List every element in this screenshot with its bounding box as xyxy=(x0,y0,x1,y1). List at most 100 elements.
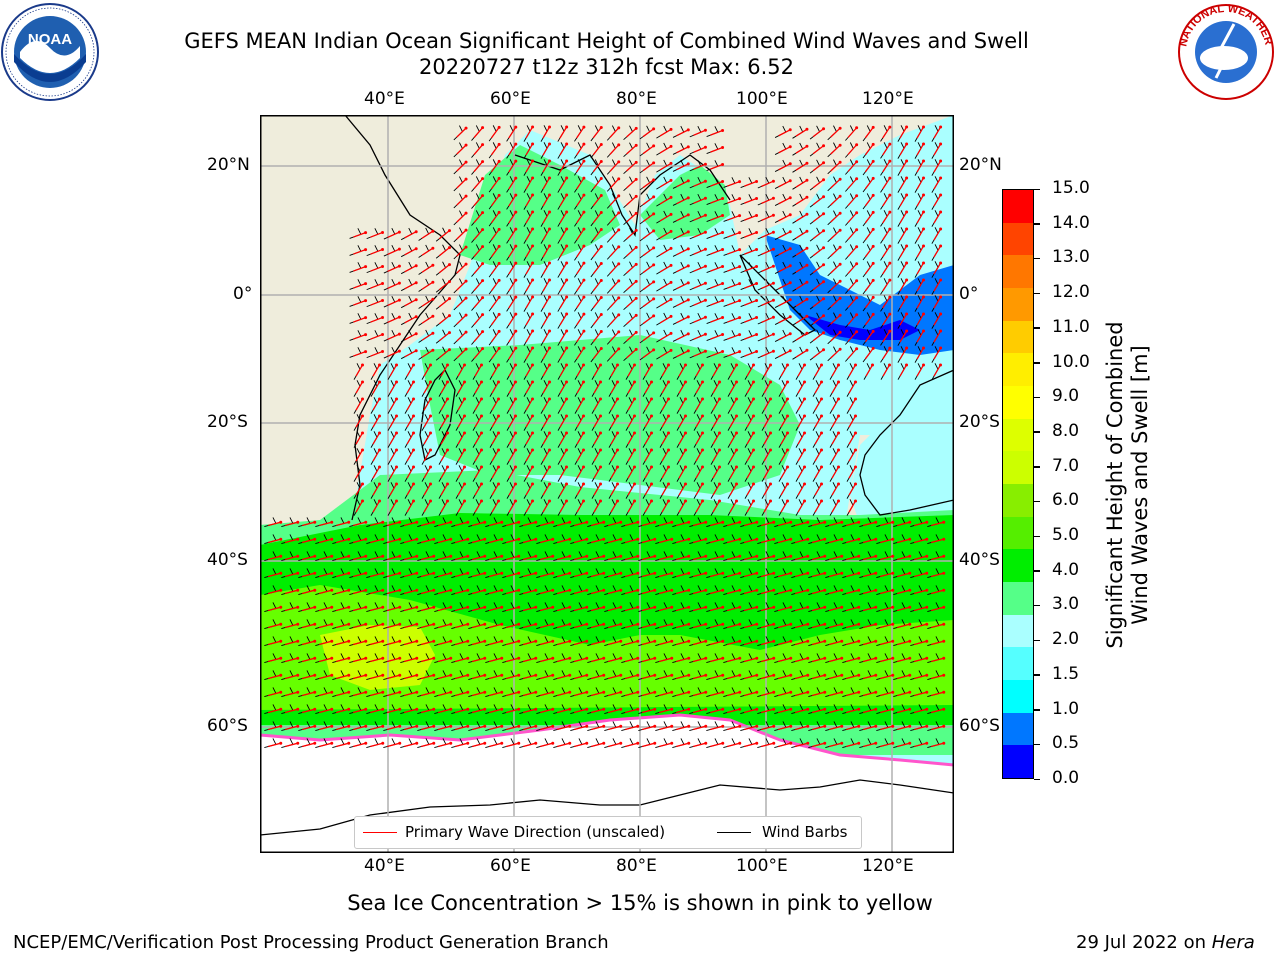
wave-direction-arrow xyxy=(727,674,740,680)
wave-direction-arrow xyxy=(829,572,842,578)
wave-arrow-head xyxy=(636,520,640,524)
lat-tick-left: 0° xyxy=(233,284,253,304)
wave-arrow-head xyxy=(619,571,623,575)
wave-arrow-head xyxy=(534,588,538,592)
wave-arrow-head xyxy=(347,707,351,711)
wave-arrow-head xyxy=(395,397,398,401)
wave-direction-arrow xyxy=(473,195,484,206)
wave-direction-arrow xyxy=(540,521,553,527)
wave-arrow-head xyxy=(669,127,673,131)
wave-direction-arrow xyxy=(559,313,568,326)
wave-arrow-head xyxy=(789,690,793,694)
wave-arrow-head xyxy=(432,571,436,575)
wave-arrow-head xyxy=(599,329,603,333)
wave-direction-arrow xyxy=(914,589,927,595)
wave-arrow-head xyxy=(466,656,470,660)
wave-arrow-head xyxy=(464,143,468,147)
lat-tick-right: 20°S xyxy=(959,412,1000,432)
wave-arrow-head xyxy=(447,229,451,233)
wave-arrow-head xyxy=(838,143,842,147)
wave-arrow-head xyxy=(636,537,640,541)
wave-arrow-head xyxy=(378,465,381,469)
map-legend: Primary Wave Direction (unscaled) Wind B… xyxy=(354,816,862,849)
wave-arrow-head xyxy=(788,213,792,217)
wave-arrow-head xyxy=(431,297,435,301)
wave-direction-arrow xyxy=(863,657,876,663)
wave-direction-arrow xyxy=(609,212,620,223)
wave-arrow-head xyxy=(313,707,317,711)
wave-direction-arrow xyxy=(593,483,602,496)
wave-arrow-head xyxy=(686,281,690,285)
wave-direction-arrow xyxy=(473,280,484,291)
wave-arrow-head xyxy=(925,656,929,660)
wave-direction-arrow xyxy=(438,315,450,325)
wave-arrow-head xyxy=(617,126,621,130)
wave-arrow-head xyxy=(701,465,704,469)
wave-direction-arrow xyxy=(268,555,281,561)
wave-arrow-head xyxy=(840,741,844,745)
wave-direction-arrow xyxy=(744,333,757,340)
wave-arrow-head xyxy=(531,465,534,469)
wave-arrow-head xyxy=(497,227,501,231)
wave-arrow-head xyxy=(463,363,466,367)
wave-arrow-head xyxy=(922,295,925,299)
wave-arrow-head xyxy=(548,244,552,248)
wave-arrow-head xyxy=(582,193,586,197)
wave-direction-arrow xyxy=(387,333,400,341)
wave-arrow-head xyxy=(634,330,638,334)
wave-arrow-head xyxy=(669,263,673,267)
wave-arrow-head xyxy=(769,499,772,503)
wave-arrow-head xyxy=(803,380,806,384)
wave-arrow-head xyxy=(480,397,483,401)
wave-arrow-head xyxy=(874,588,878,592)
wave-direction-arrow xyxy=(933,364,942,377)
wave-direction-arrow xyxy=(931,742,944,748)
wave-direction-arrow xyxy=(336,606,349,612)
wave-arrow-head xyxy=(565,159,569,163)
wave-arrow-head xyxy=(636,605,640,609)
wave-arrow-head xyxy=(650,448,653,452)
wave-arrow-head xyxy=(772,605,776,609)
wave-arrow-head xyxy=(718,499,721,503)
wave-arrow-head xyxy=(395,499,398,503)
wave-direction-arrow xyxy=(830,263,841,274)
wave-direction-arrow xyxy=(625,691,638,697)
wave-arrow-head xyxy=(686,349,690,353)
wave-arrow-head xyxy=(414,230,418,234)
wave-direction-arrow xyxy=(542,466,551,479)
wave-arrow-head xyxy=(786,465,789,469)
wave-direction-arrow xyxy=(576,211,585,224)
wave-arrow-head xyxy=(857,741,861,745)
wave-direction-arrow xyxy=(438,555,451,561)
wave-arrow-head xyxy=(874,571,878,575)
wave-direction-arrow xyxy=(763,381,772,394)
legend-barb-line xyxy=(717,832,751,833)
wave-direction-arrow xyxy=(406,381,415,394)
wave-arrow-head xyxy=(534,741,538,745)
wave-arrow-head xyxy=(636,588,640,592)
wave-arrow-head xyxy=(531,312,535,316)
wave-direction-arrow xyxy=(812,742,825,748)
wave-arrow-head xyxy=(414,332,418,336)
wave-arrow-head xyxy=(414,298,418,302)
colorbar-tick-label: 14.0 xyxy=(1052,212,1090,233)
wave-arrow-head xyxy=(735,431,738,435)
wave-arrow-head xyxy=(415,690,419,694)
wave-direction-arrow xyxy=(540,640,553,646)
wave-direction-arrow xyxy=(404,657,417,663)
colorbar-segment xyxy=(1003,614,1033,648)
wave-arrow-head xyxy=(786,499,789,503)
wave-arrow-head xyxy=(855,313,859,317)
wave-direction-arrow xyxy=(490,211,500,224)
wave-direction-arrow xyxy=(489,623,502,629)
wave-arrow-head xyxy=(279,554,283,558)
wave-arrow-head xyxy=(481,262,485,266)
wave-direction-arrow xyxy=(523,538,536,544)
wave-direction-arrow xyxy=(525,279,534,292)
wave-direction-arrow xyxy=(829,606,842,612)
wave-arrow-head xyxy=(653,656,657,660)
wave-direction-arrow xyxy=(490,347,500,360)
wave-direction-arrow xyxy=(319,742,332,748)
colorbar xyxy=(1002,189,1034,779)
wave-direction-arrow xyxy=(302,725,315,731)
